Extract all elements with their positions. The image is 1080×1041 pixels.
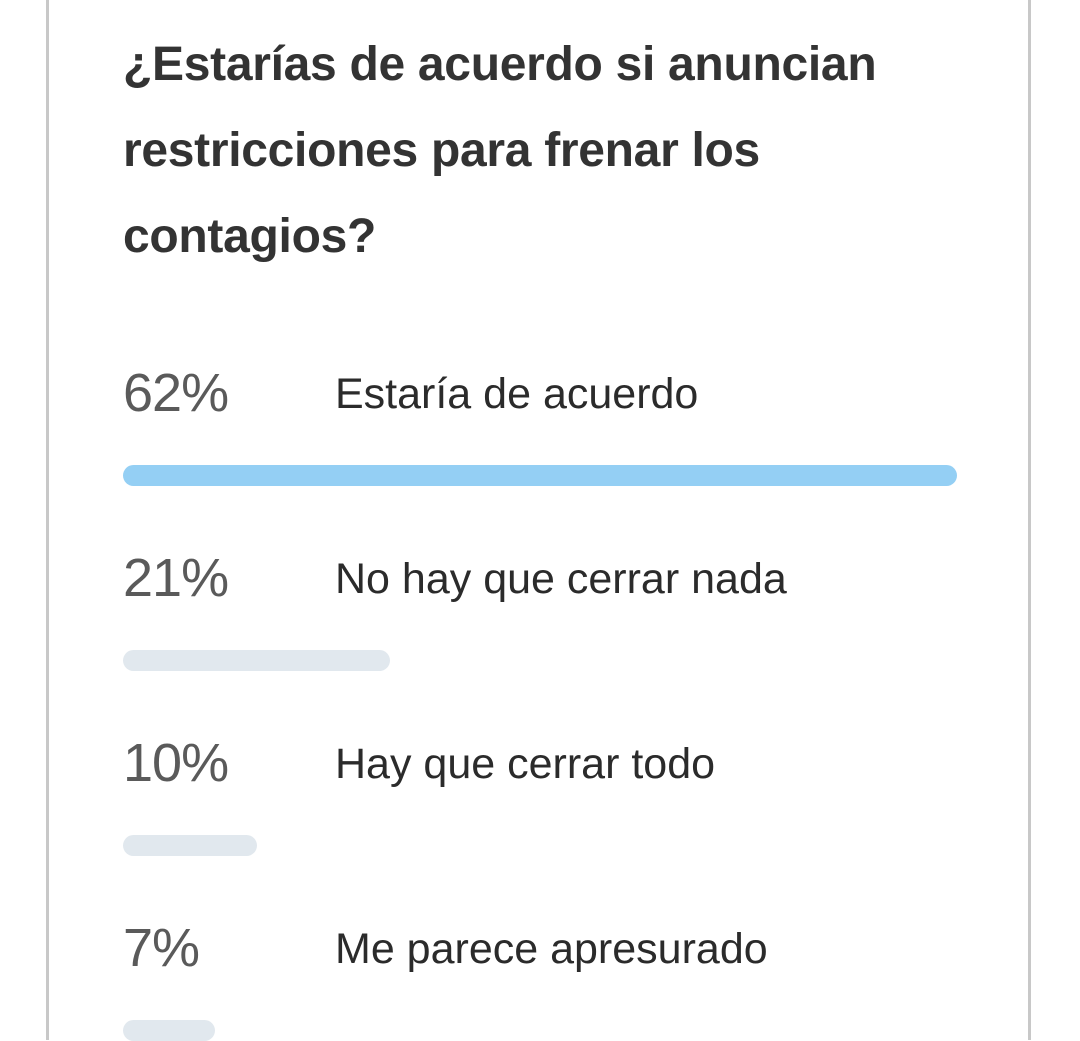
option-label: Me parece apresurado (335, 925, 768, 973)
poll-card (46, 0, 1031, 1040)
option-label: Hay que cerrar todo (335, 740, 716, 788)
poll-question: ¿Estarías de acuerdo si anuncian restric… (123, 38, 877, 263)
option-label: No hay que cerrar nada (335, 555, 787, 603)
option-percent: 10% (123, 733, 229, 793)
option-percent: 7% (123, 918, 200, 978)
result-bar (123, 835, 257, 856)
option-label: Estaría de acuerdo (335, 370, 699, 418)
result-bar (123, 650, 390, 671)
option-percent: 21% (123, 548, 229, 608)
result-bar-leading (123, 465, 957, 486)
result-bar (123, 1020, 215, 1041)
option-percent: 62% (123, 363, 229, 423)
